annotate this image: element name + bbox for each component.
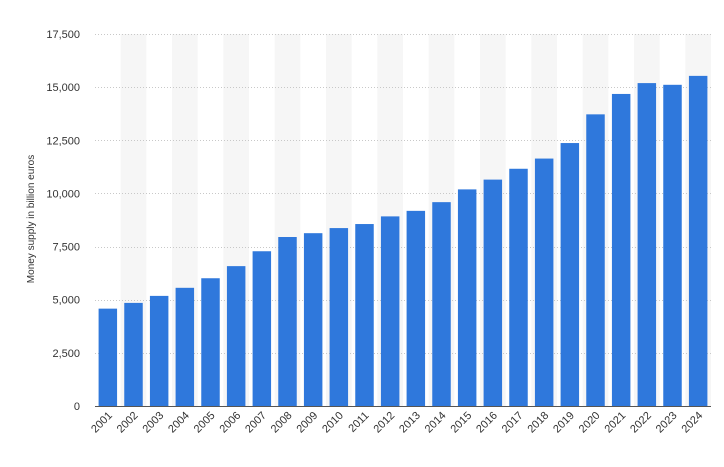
y-tick-label: 10,000 <box>46 188 80 200</box>
x-tick-label: 2013 <box>397 410 423 436</box>
x-tick-label: 2022 <box>628 410 654 436</box>
bar-2023[interactable] <box>663 84 682 407</box>
y-tick-label: 17,500 <box>46 29 80 41</box>
y-tick-label: 2,500 <box>52 348 80 360</box>
bar-2011[interactable] <box>355 224 374 406</box>
bar-2004[interactable] <box>175 287 195 406</box>
y-axis-title: Money supply in billion euros <box>26 155 37 283</box>
bar-2003[interactable] <box>149 295 169 406</box>
x-tick-label: 2016 <box>474 410 500 436</box>
x-tick-label: 2014 <box>423 410 449 436</box>
y-axis-tick-labels: 0 2,500 5,000 7,500 10,000 12,500 15,000 17,500 <box>46 29 80 413</box>
x-tick-label: 2004 <box>166 410 192 436</box>
x-tick-label: 2011 <box>346 410 371 435</box>
y-tick-label: 7,500 <box>52 242 80 254</box>
x-tick-label: 2001 <box>89 410 115 436</box>
bars <box>98 75 708 407</box>
bar-2008[interactable] <box>278 237 297 406</box>
x-tick-label: 2005 <box>192 410 218 436</box>
bar-2013[interactable] <box>406 210 426 406</box>
bar-2005[interactable] <box>201 278 220 406</box>
x-tick-label: 2012 <box>371 410 397 436</box>
x-tick-label: 2009 <box>294 410 320 436</box>
bar-2014[interactable] <box>432 202 451 406</box>
y-tick-label: 15,000 <box>46 82 80 94</box>
bar-2020[interactable] <box>586 114 605 407</box>
bar-2012[interactable] <box>380 216 400 406</box>
x-tick-label: 2006 <box>217 410 243 436</box>
x-tick-label: 2020 <box>577 410 603 436</box>
bar-2018[interactable] <box>534 158 554 406</box>
bar-2016[interactable] <box>483 179 503 406</box>
y-gridlines <box>95 34 711 407</box>
x-tick-label: 2023 <box>654 410 680 436</box>
x-tick-label: 2015 <box>448 410 474 436</box>
x-tick-label: 2010 <box>320 410 346 436</box>
x-tick-label: 2017 <box>500 410 526 436</box>
bar-2009[interactable] <box>303 233 323 406</box>
x-tick-label: 2021 <box>602 410 628 436</box>
x-tick-label: 2024 <box>679 410 705 436</box>
y-tick-label: 12,500 <box>46 135 80 147</box>
bar-2001[interactable] <box>98 308 118 406</box>
bar-2017[interactable] <box>509 168 528 406</box>
bar-2002[interactable] <box>124 302 143 406</box>
bar-2019[interactable] <box>560 143 580 407</box>
x-tick-label: 2019 <box>551 410 577 436</box>
y-tick-label: 0 <box>74 401 80 413</box>
x-tick-label: 2008 <box>269 410 295 436</box>
x-tick-label: 2003 <box>140 410 166 436</box>
bar-2007[interactable] <box>252 251 272 406</box>
bar-2021[interactable] <box>611 93 631 407</box>
bar-2010[interactable] <box>329 228 349 406</box>
y-tick-label: 5,000 <box>52 295 80 307</box>
bar-2022[interactable] <box>637 83 657 406</box>
x-axis-tick-labels: 2001 2002 2003 2004 2005 2006 2007 2008 2009 2010… <box>89 410 705 436</box>
x-tick-label: 2002 <box>115 410 141 436</box>
bar-2006[interactable] <box>226 266 246 406</box>
x-tick-label: 2018 <box>525 410 551 436</box>
x-tick-label: 2007 <box>243 410 269 436</box>
bar-2024[interactable] <box>688 75 708 406</box>
bar-2015[interactable] <box>457 189 477 406</box>
